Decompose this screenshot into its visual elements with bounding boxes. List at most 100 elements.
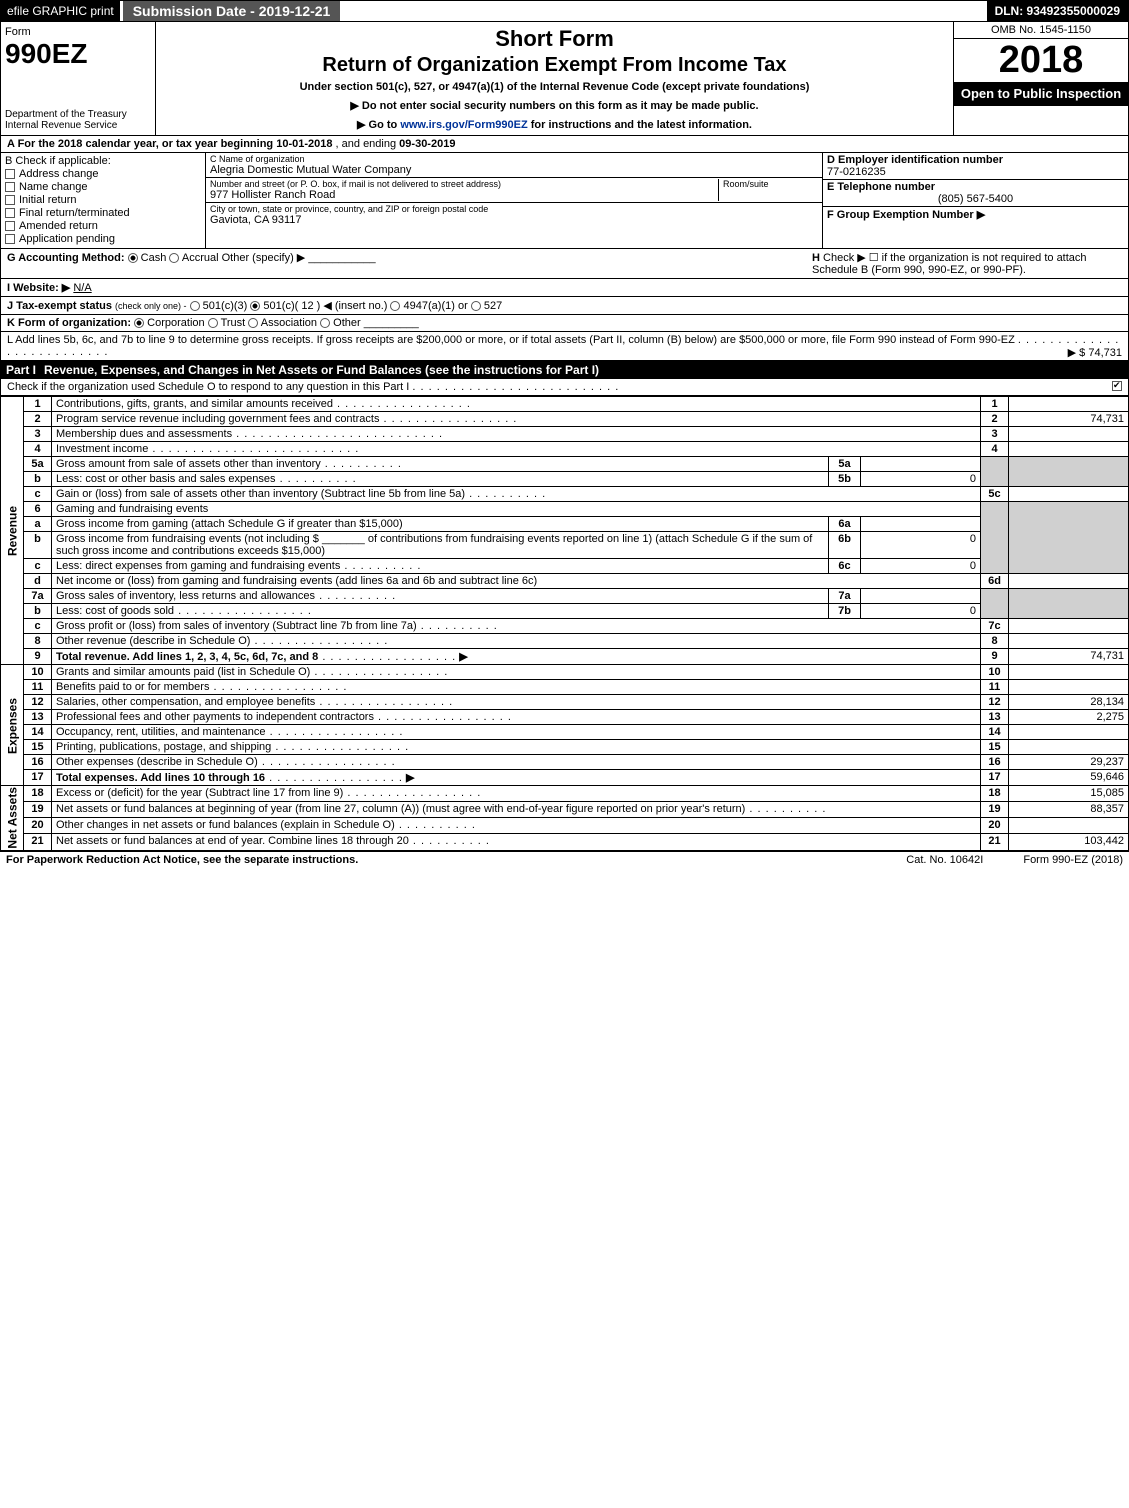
dots-icon [271, 741, 409, 753]
line-text: Printing, publications, postage, and shi… [56, 741, 271, 753]
line-amount: 15,085 [1009, 786, 1129, 802]
table-row: 8 Other revenue (describe in Schedule O)… [1, 634, 1129, 649]
line-amount [1009, 619, 1129, 634]
radio-501c3[interactable] [190, 301, 200, 311]
subtitle-ssn: ▶ Do not enter social security numbers o… [160, 99, 949, 112]
line-box-num: 6d [981, 574, 1009, 589]
cell-phone: E Telephone number (805) 567-5400 [823, 180, 1128, 207]
radio-other[interactable] [320, 318, 330, 328]
line-text: Gross profit or (loss) from sales of inv… [56, 620, 417, 632]
g-label: G Accounting Method: [7, 252, 125, 264]
f-label: F Group Exemption Number ▶ [827, 209, 985, 221]
form-code: 990EZ [5, 38, 151, 70]
dots-icon [310, 666, 448, 678]
radio-4947[interactable] [390, 301, 400, 311]
schedule-o-checkbox[interactable] [1112, 381, 1122, 391]
street-label: Number and street (or P. O. box, if mail… [210, 179, 718, 189]
sub-box-label: 6c [829, 559, 861, 574]
row-k: K Form of organization: Corporation Trus… [0, 315, 1129, 332]
sub-box-amount: 0 [861, 532, 981, 559]
line-num: c [24, 559, 52, 574]
shaded-cell [981, 457, 1009, 487]
shaded-cell [1009, 457, 1129, 487]
chk-application-pending[interactable]: Application pending [5, 233, 201, 245]
dots-icon [417, 620, 498, 632]
line-num: 9 [24, 649, 52, 665]
dots-icon [266, 726, 404, 738]
line-text: Net assets or fund balances at beginning… [56, 803, 745, 815]
radio-trust[interactable] [208, 318, 218, 328]
b-heading: B Check if applicable: [5, 155, 201, 167]
line-text: Gross income from fundraising events (no… [56, 533, 319, 545]
part1-sub-text: Check if the organization used Schedule … [7, 381, 409, 393]
chk-initial-return[interactable]: Initial return [5, 194, 201, 206]
line-amount [1009, 634, 1129, 649]
line-box-num: 20 [981, 818, 1009, 834]
table-row: c Less: direct expenses from gaming and … [1, 559, 1129, 574]
checkbox-icon [5, 208, 15, 218]
footer-right: Form 990-EZ (2018) [1023, 854, 1123, 866]
sub-box-label: 5a [829, 457, 861, 472]
opt-name-change: Name change [19, 181, 88, 193]
line-amount [1009, 397, 1129, 412]
title-short-form: Short Form [160, 26, 949, 52]
line-box-num: 14 [981, 725, 1009, 740]
radio-corporation[interactable] [134, 318, 144, 328]
line-amount [1009, 665, 1129, 680]
c-label: C Name of organization [210, 154, 818, 164]
radio-cash[interactable] [128, 253, 138, 263]
dots-icon [174, 605, 312, 617]
room-label: Room/suite [723, 179, 818, 189]
opt-other-org: Other [333, 317, 361, 329]
table-row: d Net income or (loss) from gaming and f… [1, 574, 1129, 589]
cell-street: Number and street (or P. O. box, if mail… [206, 178, 822, 203]
gross-receipts: ▶ $ 74,731 [1068, 346, 1122, 359]
line-num: 4 [24, 442, 52, 457]
line-text: Gross amount from sale of assets other t… [56, 458, 321, 470]
cell-city: City or town, state or province, country… [206, 203, 822, 227]
table-row: Revenue 1 Contributions, gifts, grants, … [1, 397, 1129, 412]
line-a-mid: , and ending [336, 138, 400, 150]
line-text: Excess or (deficit) for the year (Subtra… [56, 787, 343, 799]
checkbox-icon [5, 182, 15, 192]
part1-title: Revenue, Expenses, and Changes in Net As… [44, 363, 599, 377]
line-text: Less: cost or other basis and sales expe… [56, 473, 276, 485]
chk-amended-return[interactable]: Amended return [5, 220, 201, 232]
city-value: Gaviota, CA 93117 [210, 214, 818, 226]
table-row: c Gross profit or (loss) from sales of i… [1, 619, 1129, 634]
h-label: H [812, 252, 820, 264]
row-g-h: G Accounting Method: Cash Accrual Other … [0, 249, 1129, 279]
line-a: A For the 2018 calendar year, or tax yea… [0, 136, 1129, 153]
line-num: b [24, 472, 52, 487]
sub-box-amount: 0 [861, 472, 981, 487]
line-text: Membership dues and assessments [56, 428, 232, 440]
irs-link[interactable]: www.irs.gov/Form990EZ [400, 119, 527, 131]
line-amount: 2,275 [1009, 710, 1129, 725]
arrow-icon: ▶ [406, 772, 414, 784]
header-center: Short Form Return of Organization Exempt… [156, 22, 953, 135]
line-amount [1009, 427, 1129, 442]
chk-address-change[interactable]: Address change [5, 168, 201, 180]
radio-association[interactable] [248, 318, 258, 328]
radio-527[interactable] [471, 301, 481, 311]
table-row: 4 Investment income 4 [1, 442, 1129, 457]
radio-501c[interactable] [250, 301, 260, 311]
line-text: Other revenue (describe in Schedule O) [56, 635, 250, 647]
chk-name-change[interactable]: Name change [5, 181, 201, 193]
city-label: City or town, state or province, country… [210, 204, 818, 214]
col-c: C Name of organization Alegria Domestic … [206, 153, 823, 248]
efile-label: efile GRAPHIC print [1, 1, 120, 21]
table-row: 20 Other changes in net assets or fund b… [1, 818, 1129, 834]
dots-icon [465, 488, 546, 500]
line-amount [1009, 680, 1129, 695]
radio-accrual[interactable] [169, 253, 179, 263]
chk-final-return[interactable]: Final return/terminated [5, 207, 201, 219]
opt-accrual: Accrual [182, 252, 219, 264]
h-text: Check ▶ ☐ if the organization is not req… [812, 252, 1087, 276]
table-row: 15 Printing, publications, postage, and … [1, 740, 1129, 755]
subtitle-section: Under section 501(c), 527, or 4947(a)(1)… [160, 81, 949, 93]
line-num: 5a [24, 457, 52, 472]
line-box-num: 21 [981, 834, 1009, 850]
line-text: Salaries, other compensation, and employ… [56, 696, 315, 708]
line-num: 16 [24, 755, 52, 770]
